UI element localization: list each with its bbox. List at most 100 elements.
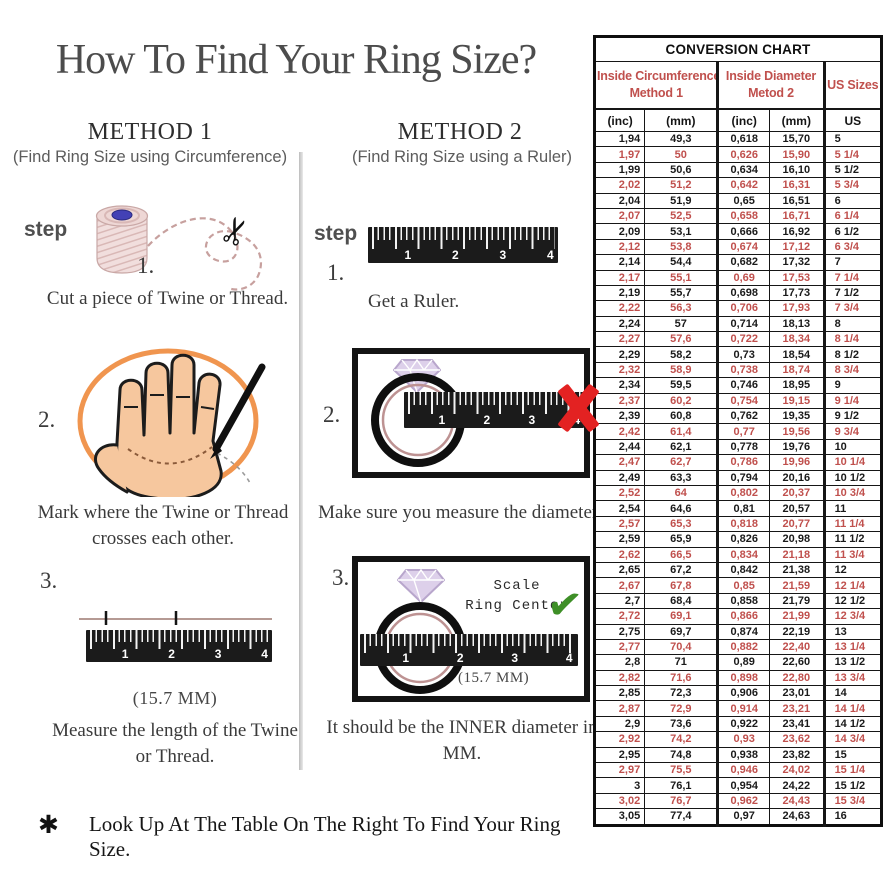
table-cell: 2,7 [593,592,646,610]
conversion-chart: CONVERSION CHART Inside Circumference Me… [593,35,883,827]
table-cell: 11 1/2 [822,531,883,548]
table-cell: 60,2 [644,392,719,410]
table-row: 2,62 66,5 0,834 21,18 11 3/4 [593,546,883,563]
table-cell: 54,4 [644,254,719,271]
table-cell: 66,5 [644,546,719,563]
table-cell: 13 1/2 [822,654,883,671]
red-x-icon [552,382,602,434]
table-cell: 0,794 [716,469,771,486]
table-row: 2,24 57 0,714 18,13 8 [593,315,883,333]
table-cell: 2,22 [593,300,646,317]
table-cell: 71 [644,654,719,671]
table-cell: 13 [822,623,883,640]
table-cell: 58,2 [644,346,719,363]
table-cell: 0,738 [716,361,771,379]
table-cell: 22,80 [769,669,825,687]
table-cell: 18,95 [769,377,825,394]
table-cell: 6 1/4 [822,207,883,225]
table-cell: 18,13 [769,315,825,333]
ruler-number: 3 [499,248,507,262]
table-cell: 0,626 [716,146,771,163]
table-cell: 17,32 [769,254,825,271]
table-cell: 20,98 [769,531,825,548]
table-cell: 0,946 [716,762,771,779]
table-cell: 0,866 [716,608,771,625]
table-row: 3 76,1 0,954 24,22 15 1/2 [593,777,883,794]
ruler-number: 1 [402,651,410,665]
method2-step2-caption: Make sure you measure the diameter. [318,502,602,523]
table-row: 1,94 49,3 0,618 15,70 5 [593,130,883,148]
table-cell: 12 3/4 [822,608,883,625]
table-cell: 20,57 [769,500,825,517]
table-cell: 17,53 [769,269,825,286]
measured-thread-illustration [79,611,272,625]
table-cell: 2,39 [593,408,646,425]
table-row: 2,97 75,5 0,946 24,02 15 1/4 [593,762,883,779]
table-row: 2,8 71 0,89 22,60 13 1/2 [593,654,883,671]
scale-ring-center-label: Scale Ring Center [465,578,569,615]
table-cell: 2,67 [593,577,646,594]
table-cell: 2,59 [593,531,646,548]
table-cell: 0,658 [716,207,771,225]
table-cell: 12 [822,561,883,579]
table-cell: 16,31 [769,177,825,194]
method2-step1-number: 1. [327,260,345,285]
method2-step2-number: 2. [323,402,341,427]
table-cell: 0,97 [716,808,771,826]
group-header-us-sizes: US Sizes [822,61,883,110]
table-cell: 10 1/4 [822,454,883,471]
method1-subheading: (Find Ring Size using Circumference) [12,148,288,166]
table-cell: 1,99 [593,161,646,179]
table-cell: 74,8 [644,746,719,764]
table-row: 2,22 56,3 0,706 17,93 7 3/4 [593,300,883,317]
table-row: 2,02 51,2 0,642 16,31 5 3/4 [593,177,883,194]
table-cell: 2,87 [593,700,646,717]
table-row: 2,27 57,6 0,722 18,34 8 1/4 [593,331,883,348]
table-row: 2,9 73,6 0,922 23,41 14 1/2 [593,715,883,733]
table-cell: 5 1/4 [822,146,883,163]
table-cell: 62,1 [644,438,719,456]
table-row: 2,12 53,8 0,674 17,12 6 3/4 [593,238,883,256]
table-cell: 13 3/4 [822,669,883,687]
table-row: 1,99 50,6 0,634 16,10 5 1/2 [593,161,883,179]
table-cell: 0,826 [716,531,771,548]
table-cell: 2,14 [593,254,646,271]
table-cell: 1,97 [593,146,646,163]
table-cell: 58,9 [644,361,719,379]
table-cell: 53,8 [644,238,719,256]
table-cell: 18,74 [769,361,825,379]
table-cell: 2,24 [593,315,646,333]
table-cell: 63,3 [644,469,719,486]
table-cell: 60,8 [644,408,719,425]
table-cell: 10 1/2 [822,469,883,486]
table-cell: 56,3 [644,300,719,317]
table-cell: 3,05 [593,808,646,826]
table-row: 2,19 55,7 0,698 17,73 7 1/2 [593,284,883,302]
table-row: 2,65 67,2 0,842 21,38 12 [593,561,883,579]
table-cell: 12 1/4 [822,577,883,594]
table-cell: 2,62 [593,546,646,563]
table-cell: 5 [822,130,883,148]
ruler-number: 2 [456,651,464,665]
method2-step3-note: (15.7 MM) [458,670,530,686]
table-cell: 9 1/2 [822,408,883,425]
table-cell: 0,778 [716,438,771,456]
table-cell: 0,682 [716,254,771,271]
table-row: 2,75 69,7 0,874 22,19 13 [593,623,883,640]
table-cell: 2,75 [593,623,646,640]
table-cell: 50 [644,146,719,163]
ruler-number: 2 [452,248,459,262]
table-cell: 23,41 [769,715,825,733]
conversion-table-body: 1,94 49,3 0,618 15,70 5 1,97 50 0,626 15,90 5 1/4… [593,130,883,826]
table-cell: 2,17 [593,269,646,286]
table-cell: 20,37 [769,484,825,502]
table-cell: 68,4 [644,592,719,610]
table-cell: 74,2 [644,731,719,748]
method2-step1-caption: Get a Ruler. [368,291,460,312]
table-row: 2,44 62,1 0,778 19,76 10 [593,438,883,456]
table-cell: 7 3/4 [822,300,883,317]
table-cell: 2,02 [593,177,646,194]
table-cell: 17,12 [769,238,825,256]
table-cell: 22,60 [769,654,825,671]
table-cell: 23,62 [769,731,825,748]
